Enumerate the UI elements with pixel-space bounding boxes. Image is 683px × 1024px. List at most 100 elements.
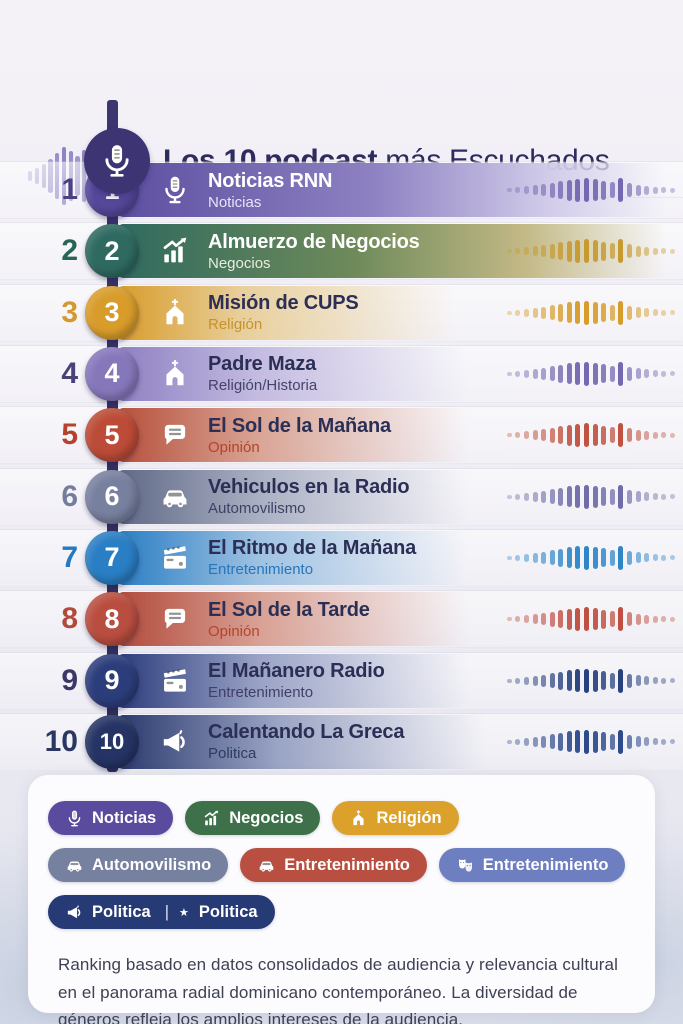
audio-waveform bbox=[506, 161, 675, 219]
podcast-row: 10 Calentando La Greca Politica 10 bbox=[0, 712, 683, 771]
category-pill: Religión bbox=[332, 801, 459, 835]
rank-number-outer: 9 bbox=[61, 663, 78, 697]
rank-number: 4 bbox=[104, 358, 120, 389]
rank-number-outer: 10 bbox=[44, 724, 78, 758]
rank-number: 7 bbox=[104, 542, 120, 573]
podcast-category: Religión/Historia bbox=[208, 377, 318, 395]
category-legend: Noticias Negocios Religión Automovilismo bbox=[28, 775, 655, 929]
rank-gradient-bar: El Mañanero Radio Entretenimiento bbox=[118, 653, 683, 708]
podcast-texts: El Ritmo de la Mañana Entretenimiento bbox=[208, 537, 416, 578]
rank-number-outer: 6 bbox=[61, 479, 78, 513]
rank-number-outer: 5 bbox=[61, 418, 78, 452]
rank-number-outer: 1 bbox=[61, 173, 78, 206]
rank-badge: 6 bbox=[85, 469, 139, 524]
podcast-texts: Vehiculos en la Radio Automovilismo bbox=[208, 476, 410, 518]
audio-waveform bbox=[506, 468, 675, 526]
car-icon bbox=[65, 856, 84, 875]
audio-waveform bbox=[506, 406, 675, 464]
rank-number-outer: 2 bbox=[61, 234, 78, 268]
footer-description: Ranking basado en datos consolidados de … bbox=[58, 955, 618, 1024]
podcast-title: Vehiculos en la Radio bbox=[208, 476, 410, 499]
speech-icon bbox=[158, 418, 192, 452]
audio-waveform bbox=[506, 590, 675, 648]
rank-badge: 9 bbox=[85, 653, 139, 708]
header: Los 10 podcast más Escuchados bbox=[0, 60, 683, 205]
podcast-texts: Noticias RNN Noticias bbox=[208, 170, 332, 211]
microphone-icon bbox=[65, 809, 84, 828]
rank-number: 6 bbox=[104, 481, 120, 512]
podcast-category: Religión bbox=[208, 316, 263, 334]
rank-badge: 2 bbox=[85, 224, 139, 279]
podcast-category: Entretenimiento bbox=[208, 684, 314, 702]
rank-number: 9 bbox=[104, 665, 120, 696]
car-icon bbox=[257, 856, 276, 875]
pill-label: Entretenimiento bbox=[482, 855, 609, 874]
category-pill: Politica | ★ Politica bbox=[48, 895, 275, 929]
podcast-title: Misión de CUPS bbox=[208, 292, 359, 315]
audio-waveform bbox=[506, 652, 675, 710]
rank-badge: 4 bbox=[85, 346, 139, 401]
podcast-row: 4 Padre Maza Religión/Historia 4 bbox=[0, 344, 683, 403]
clapper-icon bbox=[158, 541, 192, 575]
rank-number-outer: 7 bbox=[61, 540, 78, 574]
church-icon bbox=[158, 357, 192, 391]
podcast-row: 5 El Sol de la Mañana Opinión 5 bbox=[0, 406, 683, 465]
podcast-row: 9 El Mañanero Radio Entretenimiento 9 bbox=[0, 651, 683, 710]
rank-number: 8 bbox=[104, 603, 120, 634]
rank-number: 10 bbox=[99, 728, 125, 754]
category-pill: Automovilismo bbox=[48, 848, 229, 882]
audio-waveform bbox=[506, 713, 675, 771]
podcast-category: Automovilismo bbox=[208, 500, 306, 518]
rank-number-outer: 3 bbox=[61, 295, 78, 329]
rank-badge: 5 bbox=[85, 408, 139, 463]
clapper-icon bbox=[158, 664, 192, 698]
rank-number: 2 bbox=[104, 235, 120, 266]
rank-number: 3 bbox=[104, 297, 120, 328]
legend-card: Noticias Negocios Religión Automovilismo bbox=[28, 775, 655, 1024]
rank-badge: 10 bbox=[85, 714, 139, 769]
podcast-category: Negocios bbox=[208, 254, 271, 272]
podcast-row: 2 Almuerzo de Negocios Negocios 2 bbox=[0, 222, 683, 281]
rank-badge: 3 bbox=[85, 285, 139, 340]
podcast-category: Entretenimiento bbox=[208, 561, 314, 579]
pill-label: Entretenimiento bbox=[284, 855, 410, 874]
masks-icon bbox=[456, 856, 475, 875]
megaphone-icon bbox=[158, 725, 192, 759]
pill-label: Negocios bbox=[229, 808, 304, 827]
podcast-title: Padre Maza bbox=[208, 353, 317, 376]
category-pill: Entretenimiento bbox=[438, 848, 626, 882]
podcast-category: Opinión bbox=[208, 438, 260, 456]
category-pill: Negocios bbox=[185, 801, 321, 835]
microphone-logo-icon bbox=[84, 128, 150, 194]
podcast-texts: El Mañanero Radio Entretenimiento bbox=[208, 660, 385, 701]
podcast-texts: Padre Maza Religión/Historia bbox=[208, 353, 317, 394]
podcast-title: El Mañanero Radio bbox=[208, 660, 385, 683]
podcast-category: Opinión bbox=[208, 622, 260, 640]
rank-number-outer: 8 bbox=[61, 602, 78, 636]
pill-label: Politica bbox=[92, 902, 151, 921]
podcast-title: El Sol de la Mañana bbox=[208, 414, 391, 437]
podcast-title: Calentando La Greca bbox=[208, 721, 405, 744]
church-icon bbox=[349, 809, 368, 828]
audio-waveform bbox=[506, 529, 675, 587]
podcast-row: 6 Vehiculos en la Radio Automovilismo 6 bbox=[0, 467, 683, 526]
church-icon bbox=[158, 296, 192, 330]
pill-divider: | bbox=[164, 902, 169, 921]
microphone-icon bbox=[158, 173, 192, 207]
podcast-title: Almuerzo de Negocios bbox=[208, 230, 420, 253]
rank-number-outer: 4 bbox=[61, 356, 78, 390]
pill-label: Noticias bbox=[92, 808, 157, 827]
podcast-row: 7 El Ritmo de la Mañana Entretenimiento … bbox=[0, 528, 683, 587]
rank-badge: 8 bbox=[85, 592, 139, 647]
podcast-texts: Almuerzo de Negocios Negocios bbox=[208, 231, 420, 272]
pill-label: Automovilismo bbox=[92, 855, 212, 874]
pill-secondary-label: Politica bbox=[198, 902, 258, 921]
rank-gradient-bar: Padre Maza Religión/Historia bbox=[118, 346, 683, 401]
megaphone-icon bbox=[65, 903, 84, 922]
audio-waveform bbox=[506, 222, 675, 280]
podcast-category: Politica bbox=[208, 745, 257, 763]
rank-number: 5 bbox=[104, 419, 120, 450]
rank-badge: 7 bbox=[85, 530, 139, 585]
star-icon: ★ bbox=[178, 906, 189, 919]
